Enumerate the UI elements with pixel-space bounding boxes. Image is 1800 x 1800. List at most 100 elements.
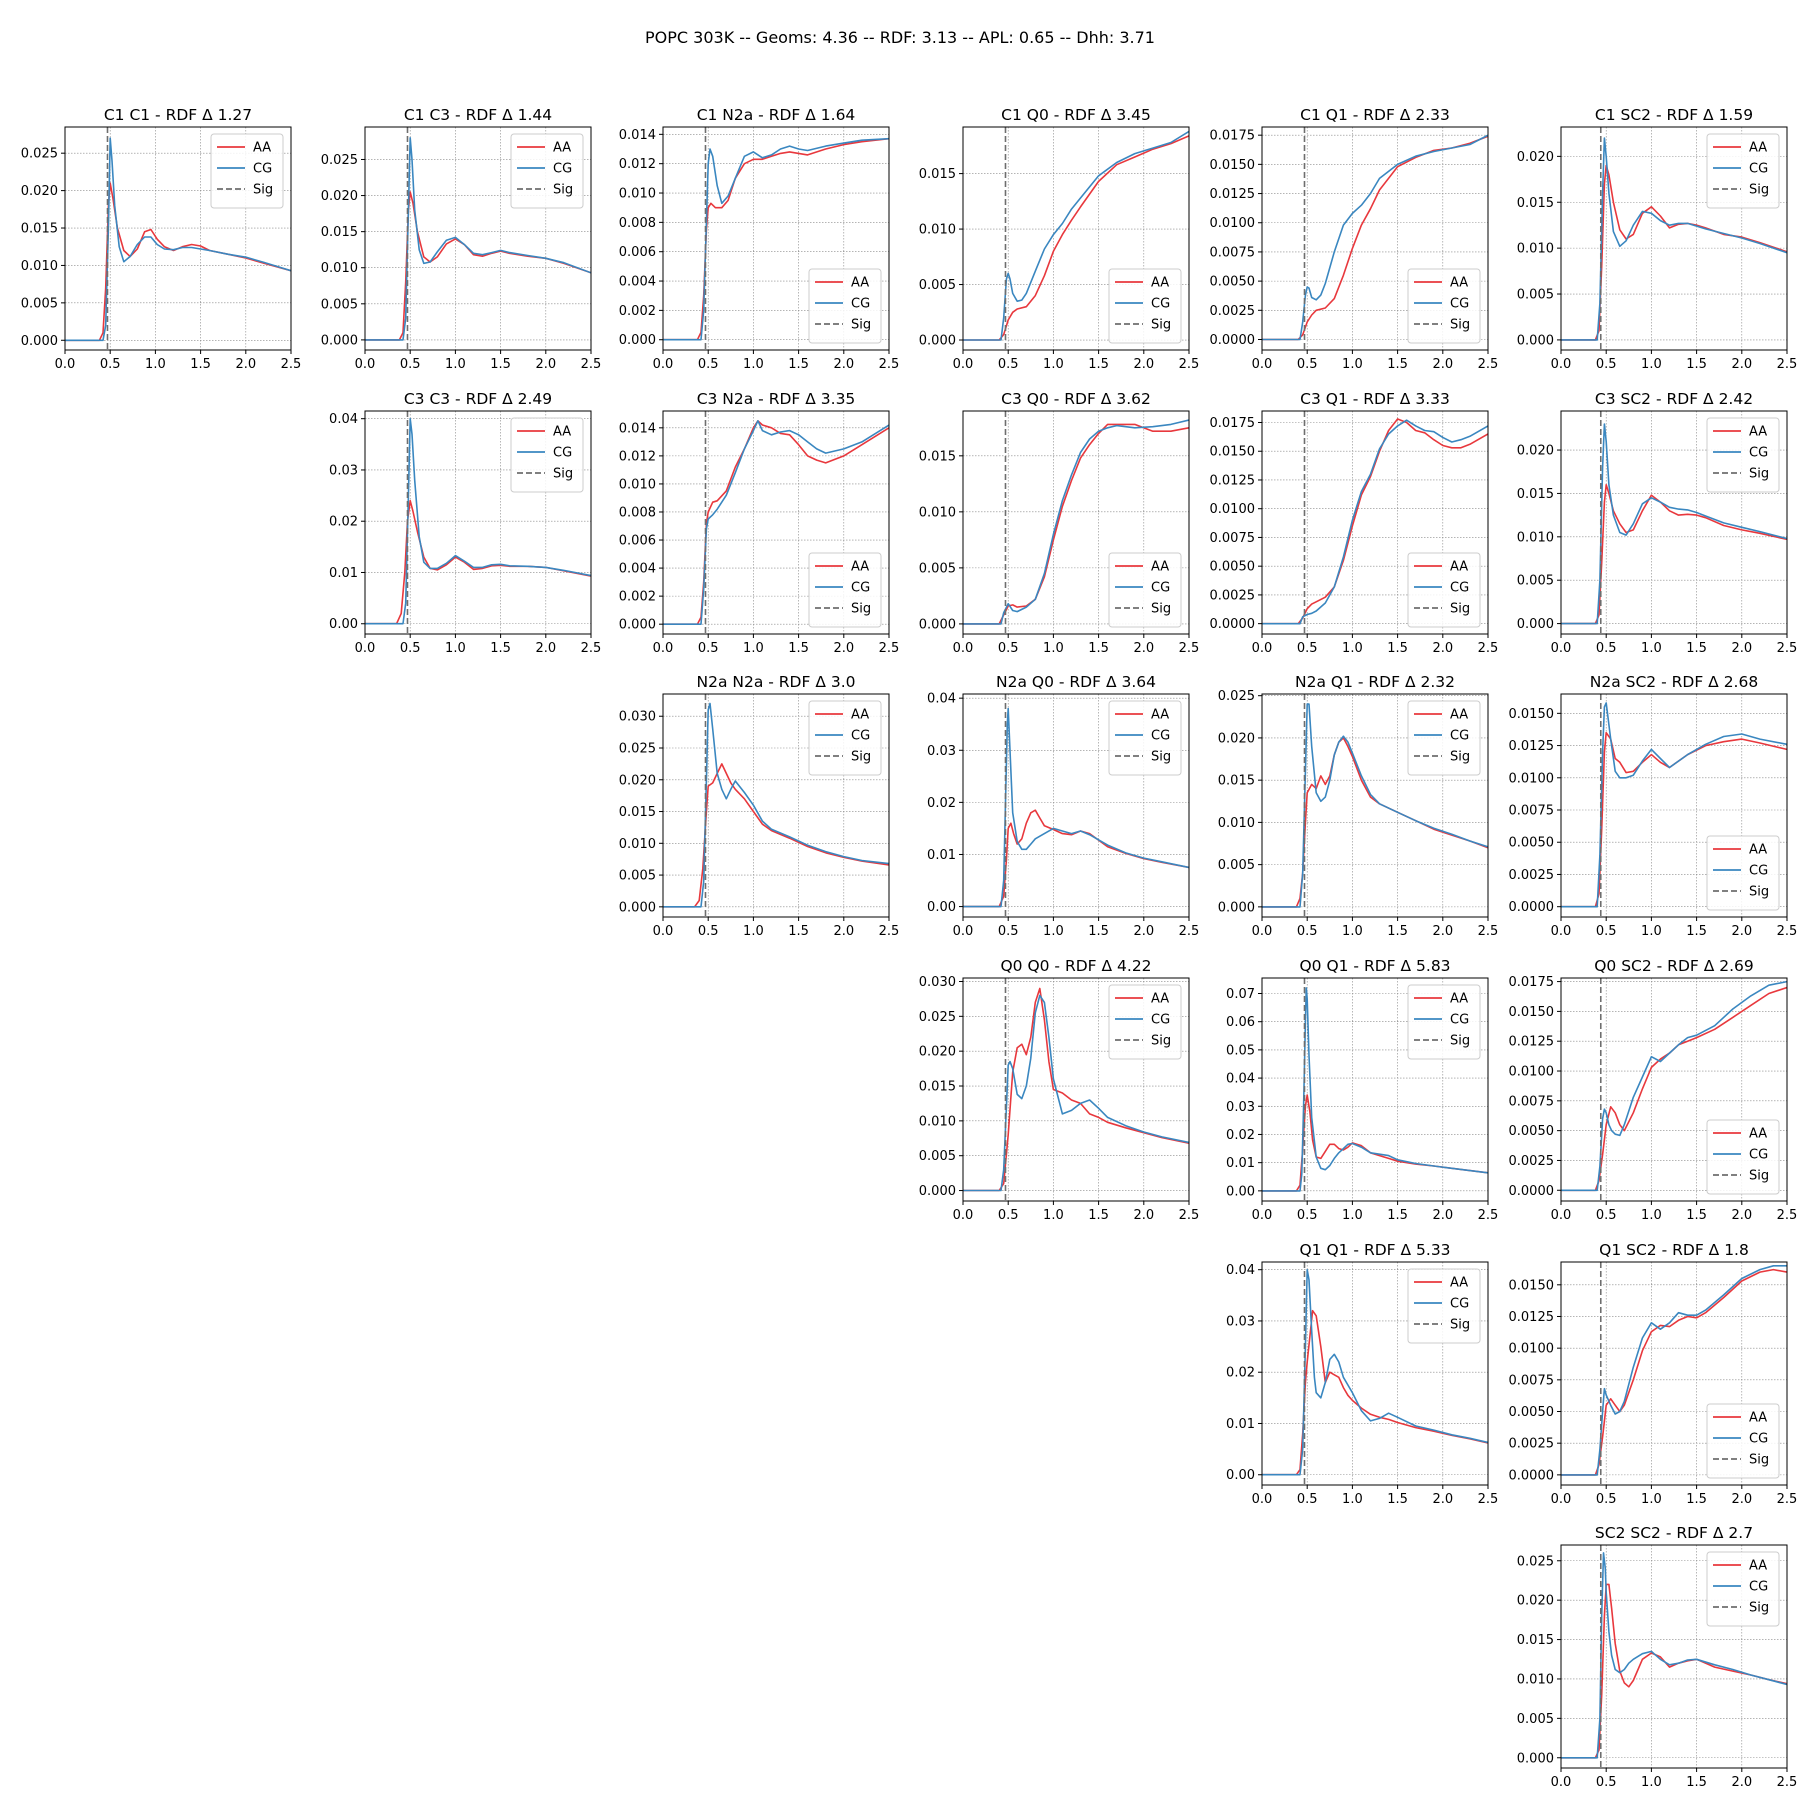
x-tick-label: 2.0 [1133,641,1154,656]
y-tick-label: 0.00 [329,617,358,632]
legend-label-cg: CG [1151,1013,1170,1028]
plot-area [1561,1545,1787,1768]
x-tick-label: 0.0 [1252,1492,1273,1507]
legend-label-sig: Sig [1450,318,1470,333]
x-tick-label: 2.0 [535,641,556,656]
y-tick-label: 0.025 [1517,1554,1554,1569]
y-tick-label: 0.02 [927,796,956,811]
x-tick-label: 0.5 [100,357,121,372]
y-tick-label: 0.002 [619,304,656,319]
y-tick-label: 0.0050 [1210,560,1256,575]
series-line-cg [1561,980,1787,1192]
plot-area [1561,127,1787,350]
subplot-title: Q0 Q1 - RDF Δ 5.83 [1299,957,1450,975]
y-tick-label: 0.010 [619,187,656,202]
y-tick-label: 0.0050 [1509,1124,1555,1139]
axes-frame [64,126,292,351]
x-tick-label: 0.5 [1596,924,1617,939]
x-tick-label: 0.5 [1596,357,1617,372]
y-tick-label: 0.015 [619,805,656,820]
x-tick-label: 1.0 [1641,924,1662,939]
x-tick-label: 1.0 [1043,357,1064,372]
subplot-sc2-sc2: 0.0 0.5 1.0 1.5 2.0 2.5 0.000 0.005 0.010 0.015 0.… [1517,1524,1798,1790]
x-tick-label: 1.0 [1641,1492,1662,1507]
y-tick-label: 0.0175 [1210,129,1256,144]
figure-title: POPC 303K -- Geoms: 4.36 -- RDF: 3.13 --… [645,28,1155,47]
legend-label-cg: CG [1450,1297,1469,1312]
subplot-n2a-n2a: 0.0 0.5 1.0 1.5 2.0 2.5 0.000 0.005 0.010 0.015 0.… [619,673,900,939]
y-tick-label: 0.04 [927,692,956,707]
x-tick-label: 0.0 [1252,924,1273,939]
subplot-c3-q0: 0.0 0.5 1.0 1.5 2.0 2.5 0.000 0.005 0.010 0.015 C3… [919,390,1200,656]
subplot-c1-n2a: 0.0 0.5 1.0 1.5 2.0 2.5 0.000 0.002 0.004 0.006 0.… [619,106,900,372]
x-tick-label: 1.5 [1088,1208,1109,1223]
y-tick-label: 0.010 [619,477,656,492]
x-tick-label: 0.0 [1551,1775,1572,1790]
legend: AA CG Sig [1108,700,1182,776]
subplot-title: C3 SC2 - RDF Δ 2.42 [1595,390,1753,408]
x-tick-label: 0.0 [1252,641,1273,656]
legend-label-aa: AA [1749,1559,1767,1574]
x-tick-label: 1.5 [1686,1775,1707,1790]
x-tick-label: 2.5 [1478,641,1499,656]
plot-area [963,127,1189,350]
x-tick-label: 1.0 [1641,1208,1662,1223]
legend-label-cg: CG [1151,581,1170,596]
y-tick-label: 0.02 [1226,1366,1255,1381]
y-tick-label: 0.012 [619,449,656,464]
axes-frame [662,410,890,635]
series-line-cg [1262,703,1488,908]
series-line-cg [963,130,1189,341]
x-tick-label: 2.0 [1432,357,1453,372]
plot-area [1561,1262,1787,1485]
y-tick-label: 0.0075 [1210,245,1256,260]
y-tick-label: 0.010 [1218,816,1255,831]
legend-label-sig: Sig [1749,183,1769,198]
plot-area [1262,978,1488,1201]
subplot-q0-q0: 0.0 0.5 1.0 1.5 2.0 2.5 0.000 0.005 0.010 0.015 0.… [919,957,1200,1223]
y-tick-label: 0.006 [619,245,656,260]
x-tick-label: 0.0 [355,357,376,372]
subplot-c3-q1: 0.0 0.5 1.0 1.5 2.0 2.5 0.0000 0.0025 0.0050 0.00… [1210,390,1499,656]
x-tick-label: 2.5 [1478,924,1499,939]
legend-label-cg: CG [1450,729,1469,744]
series-line-cg [1561,423,1787,625]
x-tick-label: 1.0 [1043,1208,1064,1223]
series-line-aa [1561,1268,1787,1476]
subplot-title: C3 Q1 - RDF Δ 3.33 [1300,390,1450,408]
y-tick-label: 0.0000 [1210,333,1256,348]
y-tick-label: 0.005 [619,869,656,884]
y-tick-label: 0.0175 [1509,975,1555,990]
series-line-aa [963,809,1189,908]
y-tick-label: 0.0150 [1509,707,1555,722]
y-tick-label: 0.030 [619,710,656,725]
x-tick-label: 0.5 [400,641,421,656]
axes-frame [1261,1261,1489,1486]
x-tick-label: 2.5 [1777,357,1798,372]
x-tick-label: 2.5 [1777,641,1798,656]
legend: AA CG Sig [1706,835,1780,911]
legend-label-cg: CG [553,446,572,461]
y-tick-label: 0.015 [1517,196,1554,211]
legend-label-sig: Sig [1749,467,1769,482]
x-tick-label: 1.0 [145,357,166,372]
series-line-cg [1561,1265,1787,1476]
legend-label-aa: AA [253,141,271,156]
x-tick-label: 0.5 [1297,924,1318,939]
plot-area [365,411,591,634]
x-tick-label: 2.5 [1777,1208,1798,1223]
subplot-title: C1 Q0 - RDF Δ 3.45 [1001,106,1151,124]
plot-area [1262,1262,1488,1485]
x-tick-label: 1.5 [1387,1492,1408,1507]
y-tick-label: 0.020 [1517,1594,1554,1609]
plot-area [663,411,889,634]
series-line-cg [963,707,1189,908]
y-tick-label: 0.0075 [1509,1373,1555,1388]
y-tick-label: 0.0075 [1509,804,1555,819]
y-tick-label: 0.025 [1218,689,1255,704]
series-line-aa [365,191,591,341]
x-tick-label: 2.0 [1731,641,1752,656]
y-tick-label: 0.0125 [1509,1035,1555,1050]
subplot-title: N2a N2a - RDF Δ 3.0 [696,673,855,691]
x-tick-label: 0.0 [1551,924,1572,939]
